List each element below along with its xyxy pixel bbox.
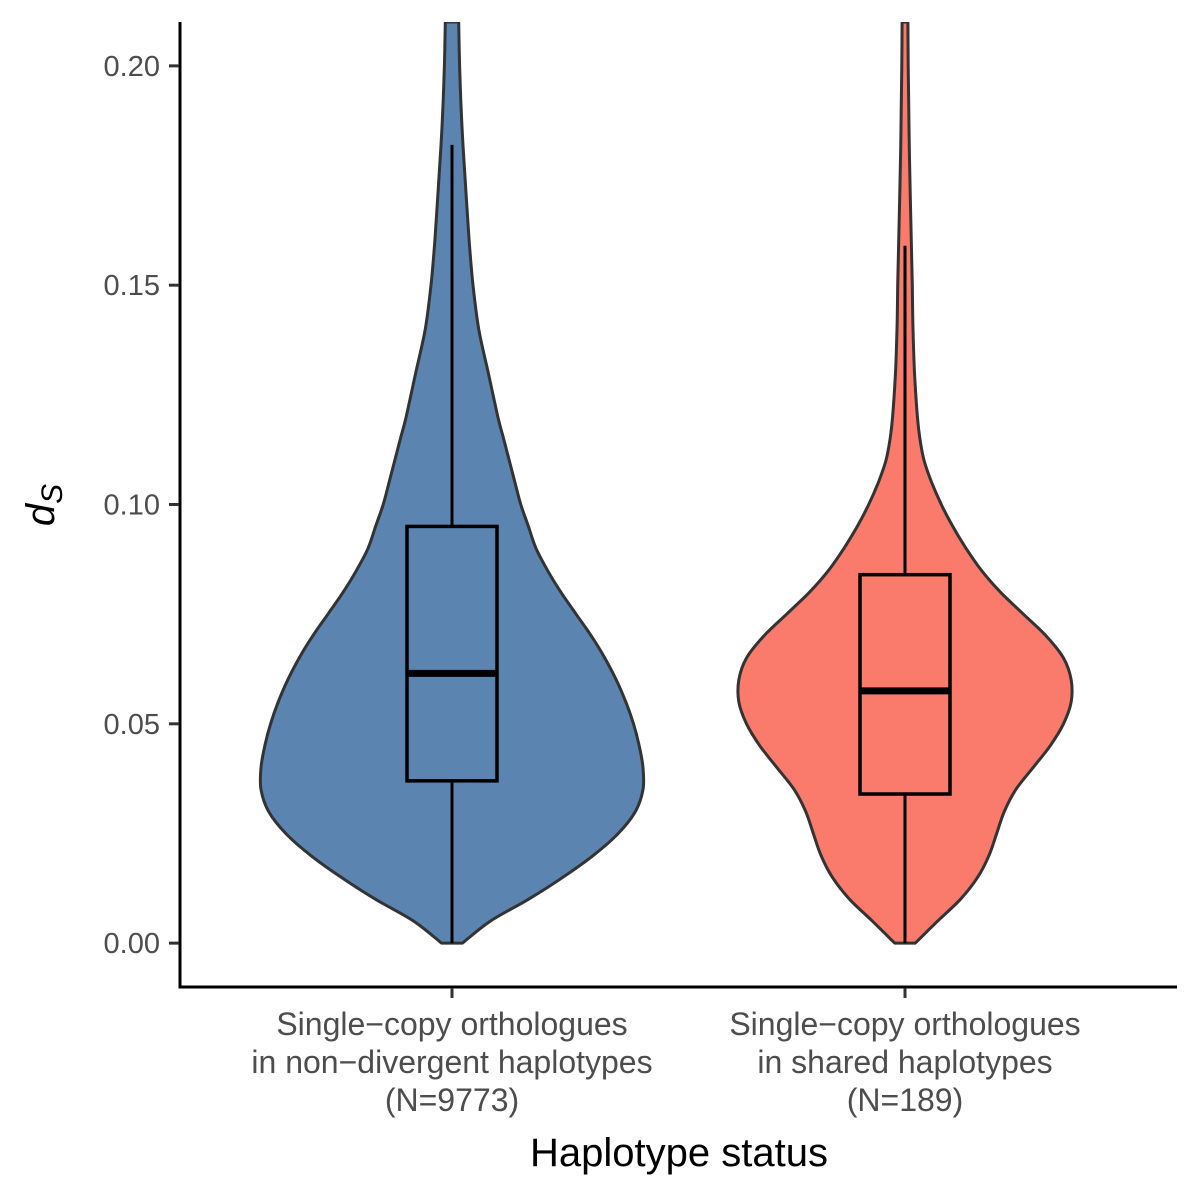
box-2 <box>858 572 952 796</box>
y-ticks: 0.00 0.05 0.10 0.15 0.20 <box>104 51 179 960</box>
y-tick-label: 0.10 <box>104 490 160 522</box>
x-category-label-1: Single−copy orthologues in non−divergent … <box>251 1006 652 1118</box>
x-category-label-line: in non−divergent haplotypes <box>251 1044 652 1080</box>
x-category-label-line: (N=189) <box>847 1082 964 1118</box>
y-tick-label: 0.20 <box>104 51 160 83</box>
x-ticks: Single−copy orthologues in non−divergent … <box>251 988 1081 1118</box>
x-category-label-2: Single−copy orthologues in shared haploty… <box>729 1006 1080 1118</box>
violins-layer <box>258 22 1074 945</box>
y-tick-label: 0.15 <box>104 270 160 302</box>
axes-layer <box>178 22 1177 989</box>
y-axis-title-sub: S <box>36 484 69 504</box>
y-axis-title: dS <box>19 484 69 526</box>
x-category-label-line: (N=9773) <box>385 1082 519 1118</box>
x-category-label-line: Single−copy orthologues <box>276 1006 627 1042</box>
x-axis-title: Haplotype status <box>530 1131 828 1175</box>
box-1 <box>405 524 499 783</box>
y-tick-label: 0.00 <box>104 928 160 960</box>
y-tick-label: 0.05 <box>104 709 160 741</box>
boxplots-layer <box>405 144 952 944</box>
x-category-label-line: Single−copy orthologues <box>729 1006 1080 1042</box>
y-axis-title-main: d <box>19 502 63 526</box>
x-category-label-line: in shared haplotypes <box>757 1044 1052 1080</box>
